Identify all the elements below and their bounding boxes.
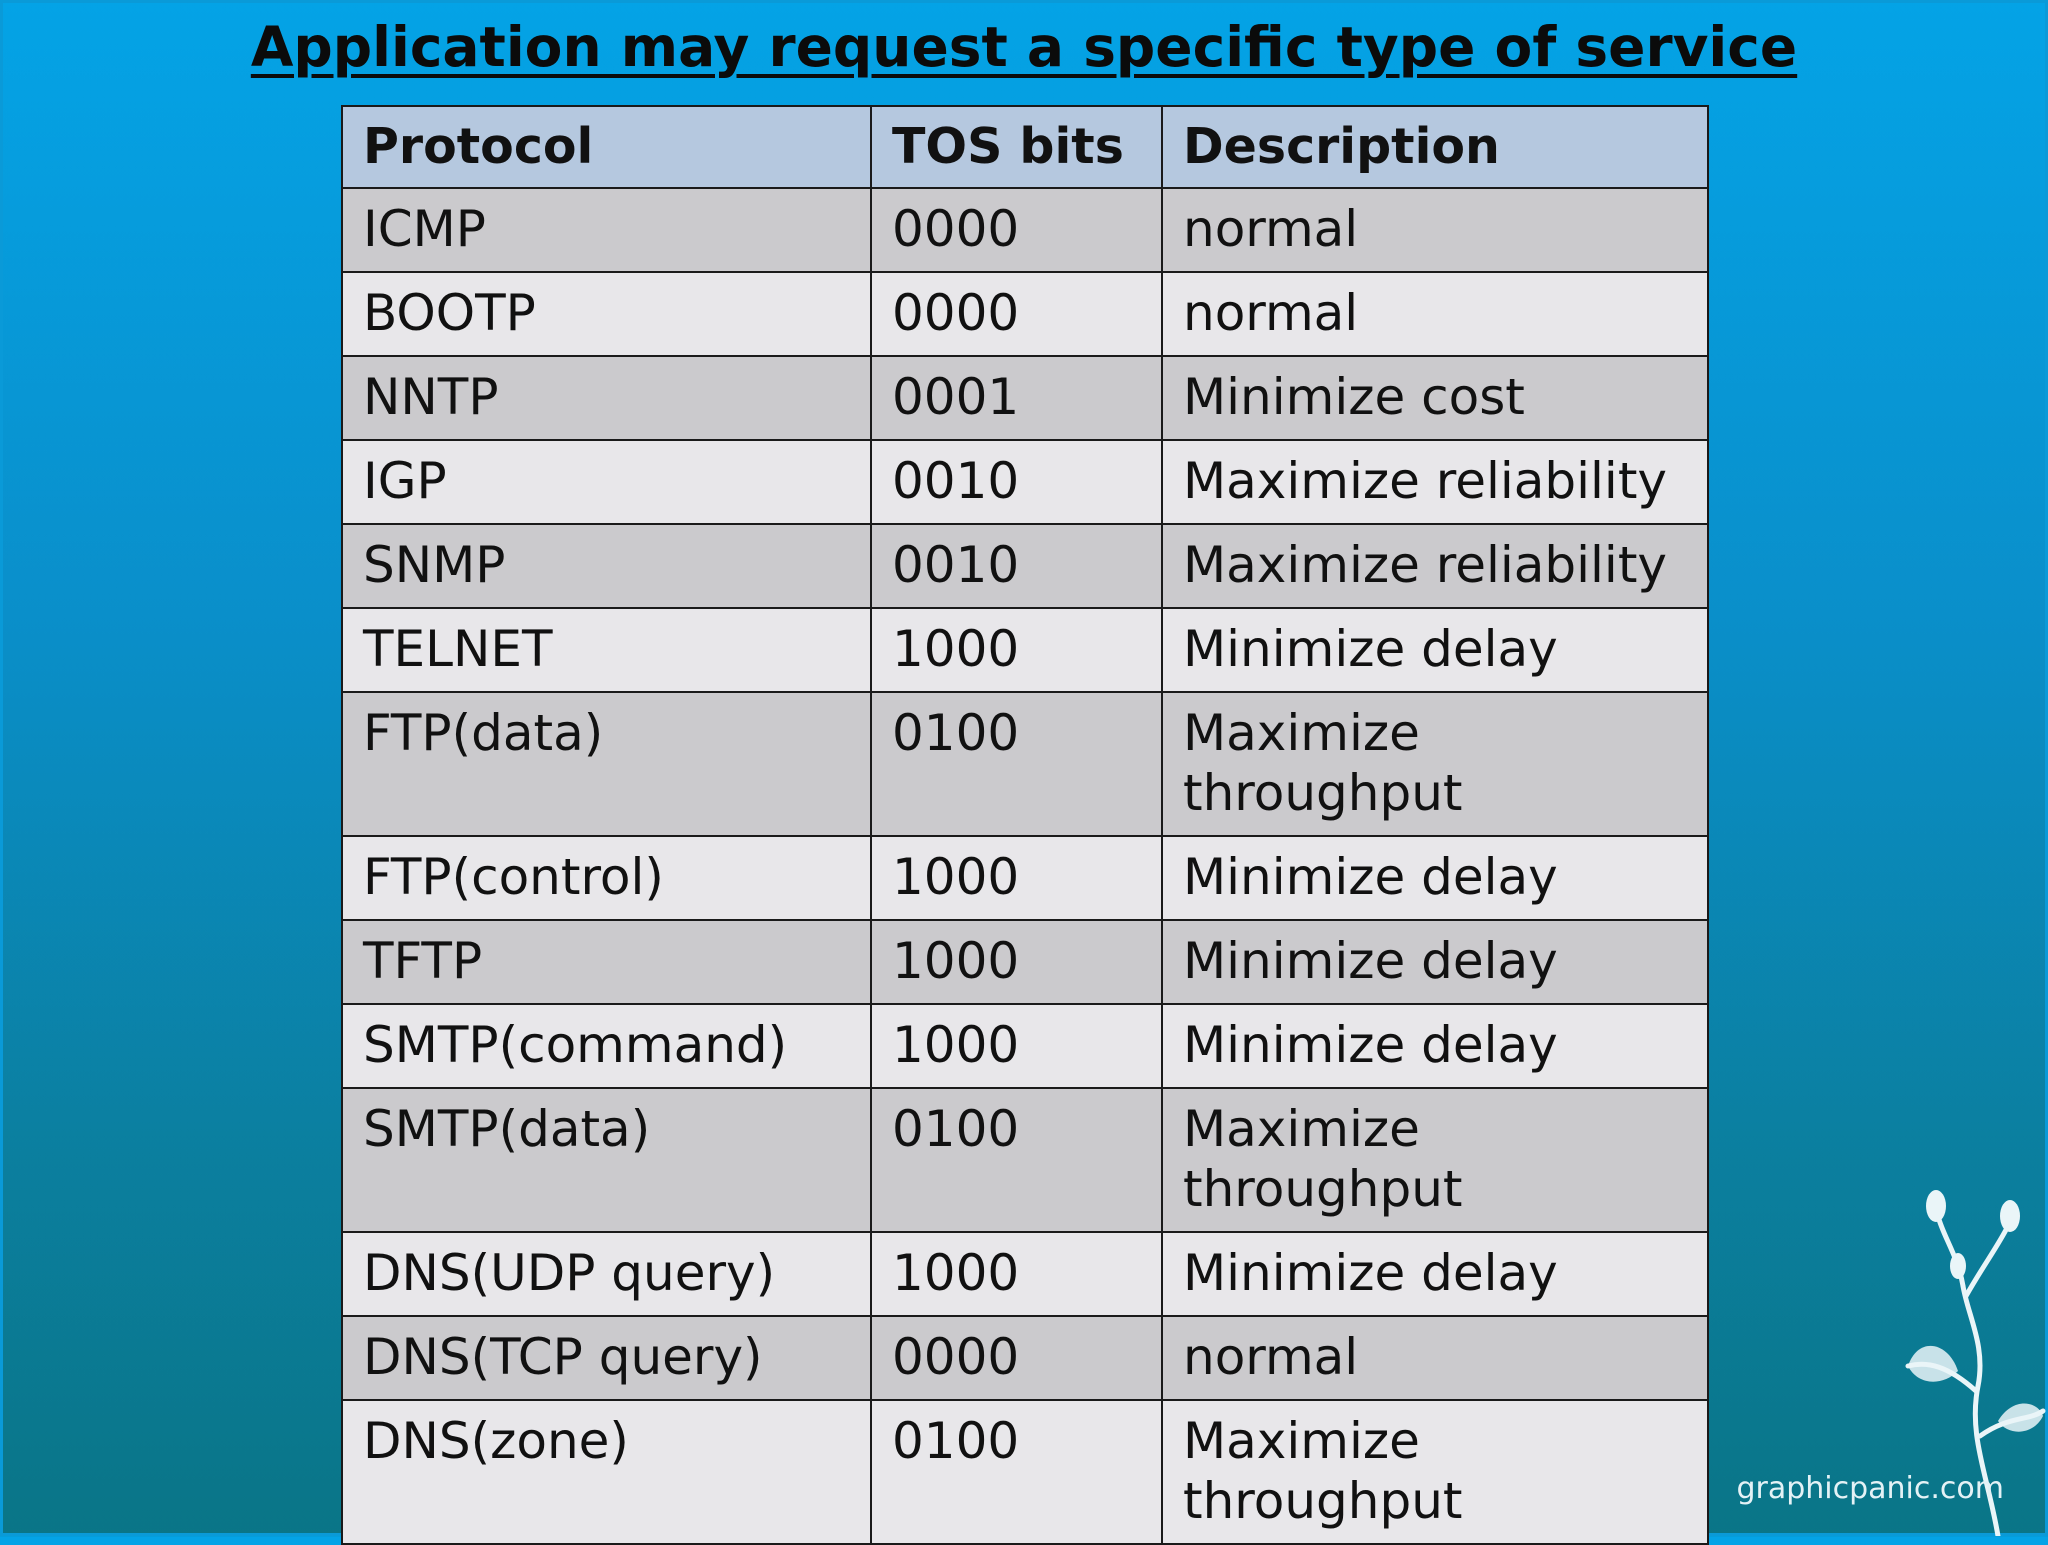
description-cell: Maximize throughput — [1161, 1087, 1709, 1233]
tos-bits-cell: 0010 — [870, 523, 1163, 609]
tos-bits-cell: 1000 — [870, 1231, 1163, 1317]
table-row: FTP(data) 0100 Maximize throughput — [341, 691, 1709, 837]
tos-bits-cell: 0100 — [870, 691, 1163, 837]
protocol-cell: BOOTP — [341, 271, 872, 357]
table-row: SMTP(data) 0100 Maximize throughput — [341, 1087, 1709, 1233]
tos-table: Protocol TOS bits Description ICMP 0000 … — [341, 105, 1709, 1545]
protocol-cell: SMTP(data) — [341, 1087, 872, 1233]
description-cell: normal — [1161, 187, 1709, 273]
description-cell: Minimize delay — [1161, 835, 1709, 921]
tos-bits-cell: 0000 — [870, 1315, 1163, 1401]
tos-bits-cell: 1000 — [870, 607, 1163, 693]
table-row: DNS(UDP query) 1000 Minimize delay — [341, 1231, 1709, 1317]
protocol-cell: SNMP — [341, 523, 872, 609]
table-row: FTP(control) 1000 Minimize delay — [341, 835, 1709, 921]
description-cell: normal — [1161, 1315, 1709, 1401]
tos-bits-cell: 1000 — [870, 835, 1163, 921]
protocol-cell: SMTP(command) — [341, 1003, 872, 1089]
protocol-cell: TFTP — [341, 919, 872, 1005]
slide-title: Application may request a specific type … — [250, 15, 1798, 79]
table-row: ICMP 0000 normal — [341, 187, 1709, 273]
description-cell: Minimize delay — [1161, 607, 1709, 693]
table-row: NNTP 0001 Minimize cost — [341, 355, 1709, 441]
protocol-cell: DNS(UDP query) — [341, 1231, 872, 1317]
description-cell: Maximize reliability — [1161, 439, 1709, 525]
protocol-cell: NNTP — [341, 355, 872, 441]
header-tos-bits: TOS bits — [870, 105, 1163, 189]
protocol-cell: IGP — [341, 439, 872, 525]
tos-bits-cell: 0001 — [870, 355, 1163, 441]
description-cell: Maximize throughput — [1161, 1399, 1709, 1545]
tos-bits-cell: 1000 — [870, 919, 1163, 1005]
header-protocol: Protocol — [341, 105, 872, 189]
table-row: TFTP 1000 Minimize delay — [341, 919, 1709, 1005]
tos-bits-cell: 0100 — [870, 1399, 1163, 1545]
description-cell: Minimize delay — [1161, 919, 1709, 1005]
description-cell: Maximize reliability — [1161, 523, 1709, 609]
protocol-cell: FTP(data) — [341, 691, 872, 837]
protocol-cell: FTP(control) — [341, 835, 872, 921]
table-row: BOOTP 0000 normal — [341, 271, 1709, 357]
tos-bits-cell: 0000 — [870, 187, 1163, 273]
watermark-text: graphicpanic.com — [1736, 1471, 2004, 1506]
tos-bits-cell: 1000 — [870, 1003, 1163, 1089]
protocol-cell: ICMP — [341, 187, 872, 273]
description-cell: Minimize delay — [1161, 1003, 1709, 1089]
protocol-cell: DNS(TCP query) — [341, 1315, 872, 1401]
header-description: Description — [1161, 105, 1709, 189]
table-row: SNMP 0010 Maximize reliability — [341, 523, 1709, 609]
description-cell: Minimize cost — [1161, 355, 1709, 441]
description-cell: normal — [1161, 271, 1709, 357]
table-row: SMTP(command) 1000 Minimize delay — [341, 1003, 1709, 1089]
description-cell: Maximize throughput — [1161, 691, 1709, 837]
protocol-cell: TELNET — [341, 607, 872, 693]
table-row: IGP 0010 Maximize reliability — [341, 439, 1709, 525]
tos-bits-cell: 0000 — [870, 271, 1163, 357]
table-row: DNS(TCP query) 0000 normal — [341, 1315, 1709, 1401]
protocol-cell: DNS(zone) — [341, 1399, 872, 1545]
table-row: TELNET 1000 Minimize delay — [341, 607, 1709, 693]
tos-bits-cell: 0010 — [870, 439, 1163, 525]
table-row: DNS(zone) 0100 Maximize throughput — [341, 1399, 1709, 1545]
floral-decoration-icon — [1905, 1190, 2046, 1536]
table-header-row: Protocol TOS bits Description — [341, 105, 1709, 189]
description-cell: Minimize delay — [1161, 1231, 1709, 1317]
tos-bits-cell: 0100 — [870, 1087, 1163, 1233]
